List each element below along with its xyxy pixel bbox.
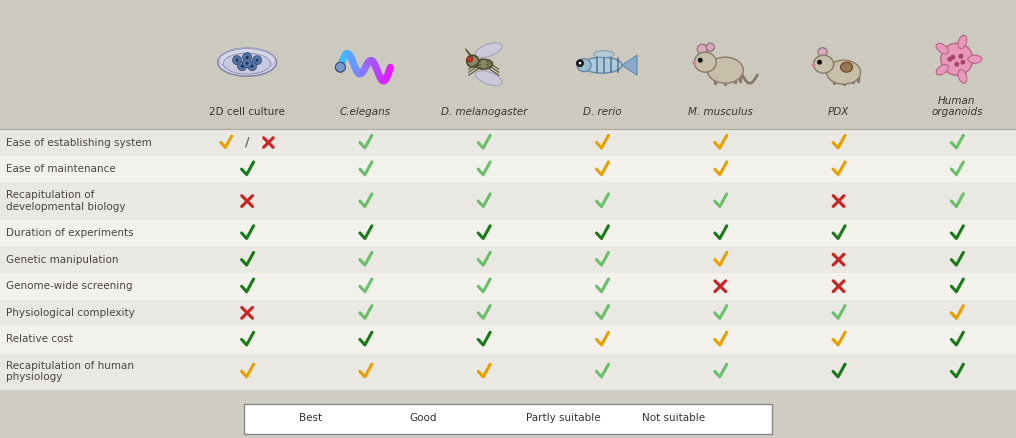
Text: PDX: PDX <box>828 107 849 117</box>
Circle shape <box>941 43 973 75</box>
Circle shape <box>335 62 345 72</box>
Circle shape <box>698 58 703 63</box>
Ellipse shape <box>968 55 981 63</box>
Ellipse shape <box>582 57 622 73</box>
Circle shape <box>251 65 254 68</box>
Circle shape <box>960 60 965 65</box>
Circle shape <box>236 59 239 62</box>
Ellipse shape <box>936 64 948 75</box>
Ellipse shape <box>707 57 744 83</box>
Text: Human
organoids: Human organoids <box>931 95 982 117</box>
Circle shape <box>954 62 959 67</box>
Circle shape <box>692 61 696 65</box>
Ellipse shape <box>814 55 833 73</box>
Ellipse shape <box>474 59 493 69</box>
Circle shape <box>950 55 955 60</box>
Ellipse shape <box>475 43 502 57</box>
Ellipse shape <box>818 48 827 57</box>
Text: Duration of experiments: Duration of experiments <box>6 228 134 238</box>
Text: Relative cost: Relative cost <box>6 335 73 344</box>
Circle shape <box>256 59 259 62</box>
Text: Genetic manipulation: Genetic manipulation <box>6 254 119 265</box>
Ellipse shape <box>594 51 614 58</box>
Bar <box>0 353 1016 390</box>
Bar <box>0 326 1016 353</box>
Text: 2D cell culture: 2D cell culture <box>209 107 285 117</box>
Ellipse shape <box>694 52 716 72</box>
Text: Partly suitable: Partly suitable <box>526 413 600 423</box>
Circle shape <box>246 56 249 59</box>
Circle shape <box>238 62 247 71</box>
Circle shape <box>243 59 252 68</box>
Bar <box>0 0 1016 129</box>
Text: Good: Good <box>409 413 437 423</box>
Text: D. rerio: D. rerio <box>582 107 622 117</box>
Bar <box>0 183 1016 220</box>
Text: /: / <box>245 135 249 148</box>
Ellipse shape <box>475 71 502 85</box>
Circle shape <box>246 62 249 65</box>
Text: Best: Best <box>299 413 322 423</box>
Text: C.elegans: C.elegans <box>339 107 391 117</box>
Bar <box>0 129 1016 156</box>
Circle shape <box>241 65 244 68</box>
Bar <box>0 156 1016 183</box>
Ellipse shape <box>577 59 591 72</box>
Circle shape <box>248 62 257 71</box>
Polygon shape <box>622 55 637 75</box>
Circle shape <box>253 56 261 65</box>
Circle shape <box>812 63 816 67</box>
Circle shape <box>817 60 822 65</box>
Ellipse shape <box>224 53 271 74</box>
Bar <box>0 246 1016 273</box>
Ellipse shape <box>217 48 276 76</box>
Ellipse shape <box>706 43 714 51</box>
Text: Recapitulation of
developmental biology: Recapitulation of developmental biology <box>6 190 126 212</box>
Ellipse shape <box>958 35 967 49</box>
Text: Physiological complexity: Physiological complexity <box>6 308 135 318</box>
Bar <box>244 404 772 434</box>
Bar <box>0 300 1016 326</box>
Text: M. musculus: M. musculus <box>688 107 753 117</box>
Ellipse shape <box>958 70 967 83</box>
Bar <box>0 273 1016 300</box>
Circle shape <box>233 56 242 65</box>
Circle shape <box>466 56 472 62</box>
Text: Recapitulation of human
physiology: Recapitulation of human physiology <box>6 360 134 382</box>
Circle shape <box>579 62 581 64</box>
Text: Ease of establishing system: Ease of establishing system <box>6 138 151 148</box>
Ellipse shape <box>827 60 861 84</box>
Text: Genome-wide screening: Genome-wide screening <box>6 281 132 291</box>
Ellipse shape <box>697 44 707 54</box>
Bar <box>0 220 1016 246</box>
Ellipse shape <box>840 62 852 72</box>
Text: Not suitable: Not suitable <box>642 413 705 423</box>
Circle shape <box>576 60 583 67</box>
Circle shape <box>466 55 479 67</box>
Text: Ease of maintenance: Ease of maintenance <box>6 164 116 174</box>
Ellipse shape <box>936 43 948 54</box>
Circle shape <box>947 57 952 62</box>
Circle shape <box>243 53 252 62</box>
Text: D. melanogaster: D. melanogaster <box>441 107 527 117</box>
Circle shape <box>958 54 963 59</box>
